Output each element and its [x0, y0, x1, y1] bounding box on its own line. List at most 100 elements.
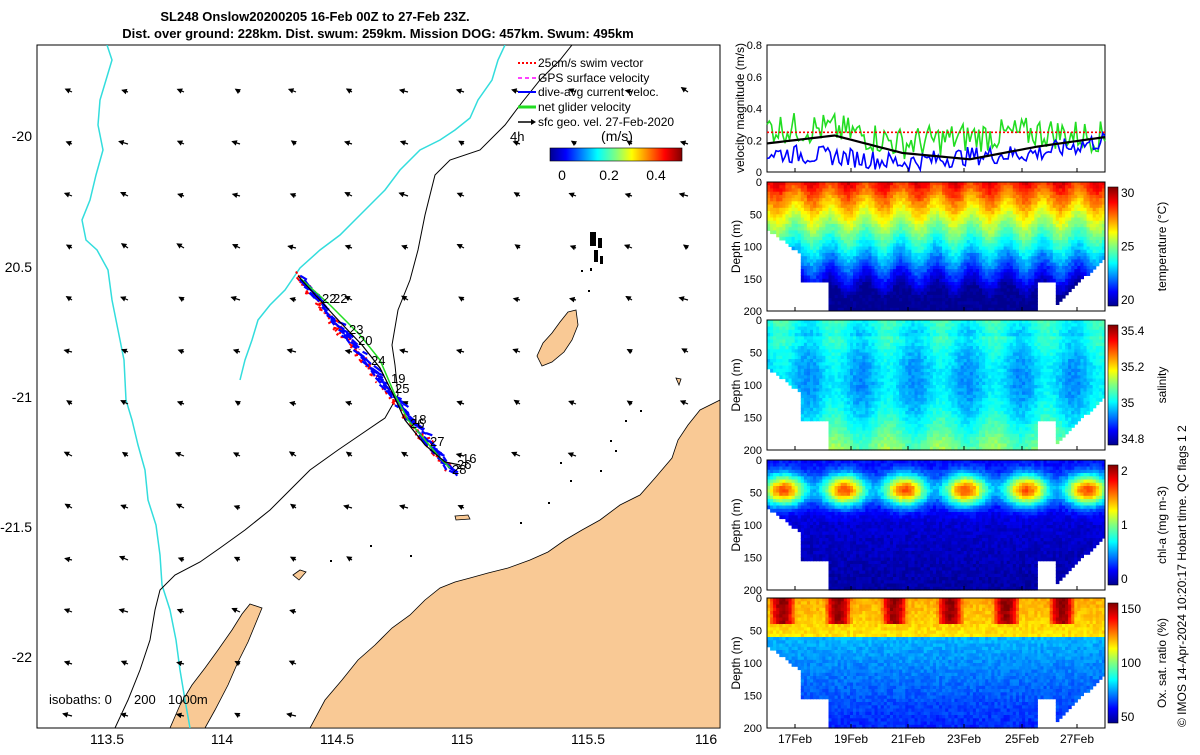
- depth-tick: 100: [744, 242, 762, 254]
- temperature-cell: [961, 269, 965, 273]
- temperature-cell: [994, 288, 998, 292]
- temperature-cell: [1013, 188, 1017, 192]
- temperature-cell: [1096, 237, 1100, 241]
- temperature-cell: [878, 205, 882, 209]
- temperature-cell: [810, 198, 814, 202]
- salinity-cell: [789, 320, 793, 324]
- temperature-cell: [988, 221, 992, 225]
- temperature-cell: [893, 218, 897, 222]
- temperature-cell: [1037, 266, 1041, 270]
- temperature-cell: [865, 188, 869, 192]
- temperature-cell: [1047, 234, 1051, 238]
- salinity-cell: [841, 366, 845, 370]
- temperature-cell: [1016, 285, 1020, 289]
- temperature-cell: [954, 279, 958, 283]
- temperature-cell: [868, 205, 872, 209]
- temperature-cell: [1093, 259, 1097, 263]
- temperature-cell: [1077, 230, 1081, 234]
- temperature-cell: [835, 221, 839, 225]
- temperature-cell: [1034, 234, 1038, 238]
- salinity-cell: [832, 333, 836, 337]
- temperature-cell: [841, 259, 845, 263]
- temperature-cell: [1028, 282, 1032, 286]
- temperature-cell: [1047, 185, 1051, 189]
- temperature-cell: [887, 253, 891, 257]
- salinity-cell: [801, 372, 805, 376]
- temperature-cell: [908, 263, 912, 267]
- temperature-cell: [958, 266, 962, 270]
- temperature-cell: [893, 227, 897, 231]
- temperature-cell: [813, 227, 817, 231]
- salinity-cell: [847, 346, 851, 350]
- temperature-cell: [1034, 285, 1038, 289]
- temperature-cell: [1004, 266, 1008, 270]
- temperature-cell: [948, 305, 952, 309]
- temperature-cell: [970, 208, 974, 212]
- temperature-cell: [908, 279, 912, 283]
- temperature-cell: [841, 198, 845, 202]
- legend-net: net glider velocity: [538, 100, 631, 114]
- temperature-cell: [921, 205, 925, 209]
- temperature-cell: [982, 205, 986, 209]
- temperature-cell: [921, 295, 925, 299]
- temperature-cell: [1044, 227, 1048, 231]
- temperature-cell: [1059, 221, 1063, 225]
- temperature-cell: [1013, 253, 1017, 257]
- temperature-cell: [1059, 279, 1063, 283]
- temperature-cell: [878, 295, 882, 299]
- salinity-cell: [813, 353, 817, 357]
- salinity-cell: [779, 359, 783, 363]
- temperature-cell: [954, 185, 958, 189]
- temperature-cell: [1004, 234, 1008, 238]
- temperature-cell: [1047, 243, 1051, 247]
- temperature-cell: [847, 263, 851, 267]
- temperature-cell: [875, 240, 879, 244]
- temperature-cell: [954, 201, 958, 205]
- temperature-cell: [976, 298, 980, 302]
- temperature-cell: [1062, 279, 1066, 283]
- temperature-cell: [798, 243, 802, 247]
- temperature-cell: [979, 243, 983, 247]
- temperature-cell: [979, 211, 983, 215]
- temperature-cell: [1050, 218, 1054, 222]
- temperature-cell: [927, 224, 931, 228]
- salinity-cell: [853, 418, 857, 422]
- temperature-cell: [1096, 214, 1100, 218]
- temperature-cell: [792, 188, 796, 192]
- salinity-cell: [841, 346, 845, 350]
- temperature-cell: [878, 272, 882, 276]
- temperature-cell: [875, 250, 879, 254]
- temperature-cell: [936, 250, 940, 254]
- temperature-cell: [1080, 250, 1084, 254]
- temperature-cell: [868, 214, 872, 218]
- temperature-cell: [927, 282, 931, 286]
- temperature-cell: [1080, 198, 1084, 202]
- temperature-cell: [1059, 288, 1063, 292]
- temperature-cell: [911, 285, 915, 289]
- temperature-cell: [1010, 218, 1014, 222]
- temperature-cell: [921, 259, 925, 263]
- salinity-cell: [847, 333, 851, 337]
- temperature-cell: [1059, 211, 1063, 215]
- temperature-cell: [813, 182, 817, 186]
- temperature-cell: [887, 295, 891, 299]
- temperature-cell: [832, 288, 836, 292]
- temperature-cell: [1090, 198, 1094, 202]
- temperature-cell: [942, 305, 946, 309]
- temperature-cell: [1001, 298, 1005, 302]
- salinity-cell: [856, 379, 860, 383]
- temperature-cell: [856, 247, 860, 251]
- temperature-cell: [1028, 205, 1032, 209]
- temperature-cell: [776, 195, 780, 199]
- temperature-cell: [1044, 263, 1048, 267]
- temperature-cell: [868, 185, 872, 189]
- temperature-cell: [1028, 208, 1032, 212]
- temperature-cell: [1044, 214, 1048, 218]
- temperature-cell: [994, 224, 998, 228]
- temperature-cell: [847, 221, 851, 225]
- temperature-cell: [915, 224, 919, 228]
- temperature-cell: [798, 240, 802, 244]
- temperature-cell: [933, 256, 937, 260]
- temperature-cell: [1013, 205, 1017, 209]
- temperature-cell: [881, 276, 885, 280]
